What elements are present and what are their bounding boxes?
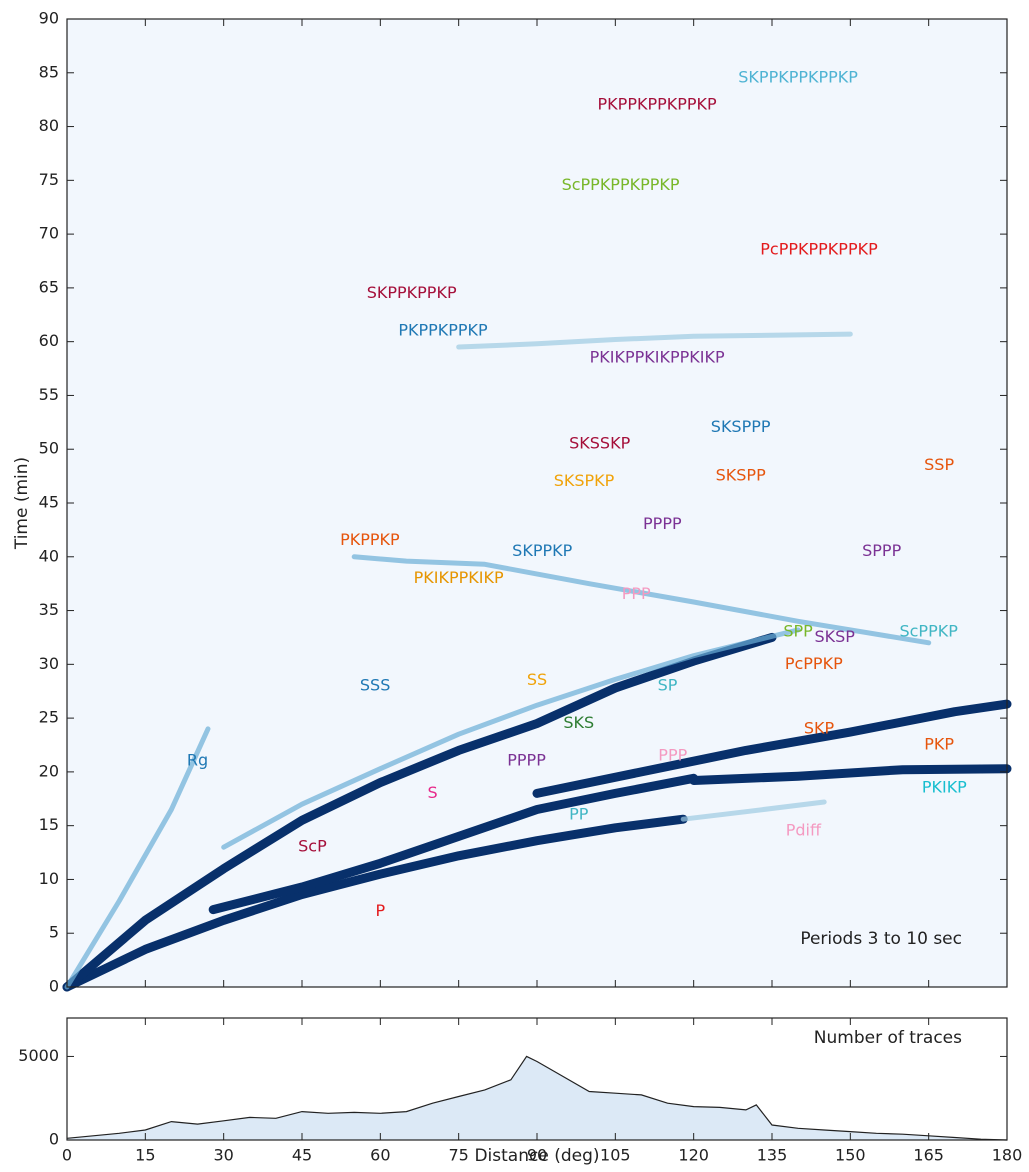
y-tick-label: 45 [39,493,59,512]
phase-curve [532,699,1012,798]
phase-label: ScPPKP [899,622,958,641]
phase-label: PPPP [643,514,682,533]
y-tick-label: 75 [39,170,59,189]
x-axis-label: Distance (deg) [474,1146,599,1166]
panel: SKPPKPPKPPKPPKPPKPPKPPKPScPPKPPKPPKPPcPP… [39,9,1012,996]
y-tick-label: 85 [39,62,59,81]
y-tick-label: 30 [39,654,59,673]
y-axis-label: Time (min) [12,457,32,550]
phase-label: Rg [187,751,208,770]
phase-label: PKIKP [922,778,967,797]
phase-label: PPP [622,584,651,603]
x-tick-label: 165 [913,1146,944,1165]
area-line [66,1055,1008,1141]
phase-curve [221,627,801,850]
x-tick-label: 75 [448,1146,468,1165]
y-tick-label: 55 [39,385,59,404]
x-tick-label: 180 [992,1146,1023,1165]
phase-label: SS [527,670,547,689]
phase-label: S [427,783,437,802]
x-tick-label: 30 [213,1146,233,1165]
x-tick-label: 105 [600,1146,631,1165]
y-tick-label: 5 [49,923,59,942]
phase-label: SKSP [814,627,855,646]
y-tick-label: 40 [39,546,59,565]
panel-note: Number of traces [814,1028,962,1048]
phase-curve [64,726,211,990]
phase-label: SKSPP [716,466,766,485]
y-tick-label: 0 [49,977,59,996]
phase-curve [208,773,699,915]
y-tick-label: 35 [39,600,59,619]
y-tick-label: 70 [39,224,59,243]
phase-label: PcPPKP [785,654,843,673]
phase-curve [62,632,777,992]
x-tick-label: 135 [757,1146,788,1165]
y-tick-label: 25 [39,708,59,727]
y-tick-label: 20 [39,761,59,780]
y-tick-label: 15 [39,815,59,834]
phase-label: SSP [924,455,954,474]
phase-label: SPP [783,622,813,641]
y-tick-label: 60 [39,331,59,350]
y-tick-label: 65 [39,277,59,296]
panel: 0 5000 0 15 30 45 60 75 90 105 120 135 150 165 180 Numb… [18,1017,1023,1165]
x-tick-label: 150 [835,1146,866,1165]
plot-background [67,19,1007,987]
phase-label: SKS [563,713,594,732]
phase-label: PKIKPPKIKP [414,568,504,587]
phase-label: SKPPKPPKP [367,283,457,302]
panel-note: Periods 3 to 10 sec [800,929,962,949]
phase-label: PKPPKPPKPPKP [598,95,718,114]
phase-label: SKSPPP [711,417,771,436]
phase-label: ScP [298,837,327,856]
phase-label: SKSPKP [554,471,615,490]
y-tick-label: 90 [39,9,59,28]
x-tick-label: 60 [370,1146,390,1165]
phase-curve [456,331,853,350]
phase-curve [62,814,688,992]
x-tick-label: 90 [527,1146,547,1165]
phase-curve [689,764,1012,785]
phase-label: ScPPKPPKPPKP [562,175,680,194]
phase-curve [351,554,932,646]
phase-label: SP [658,675,678,694]
phase-curve [680,799,827,822]
y-tick-label: 50 [39,439,59,458]
phase-label: PPPP [507,751,546,770]
phase-label: PPP [658,745,687,764]
y-tick-label: 80 [39,116,59,135]
phase-label: SKPPKPPKPPKP [738,68,858,87]
phase-label: SKSSKP [569,433,630,452]
y-tick-label: 5000 [18,1046,59,1065]
y-tick-label: 0 [49,1130,59,1149]
phase-label: Pdiff [786,821,822,840]
phase-label: PP [569,804,589,823]
plot-frame [66,18,1008,988]
phase-label: P [376,901,386,920]
y-tick-label: 10 [39,869,59,888]
x-tick-label: 15 [135,1146,155,1165]
phase-label: PKPPKP [340,530,400,549]
x-tick-label: 120 [678,1146,709,1165]
phase-label: PKPPKPPKP [398,320,488,339]
phase-label: PKIKPPKIKPPKIKP [590,347,725,366]
phase-label: SKPPKP [512,541,572,560]
phase-label: SKP [804,718,835,737]
x-tick-label: 45 [292,1146,312,1165]
x-tick-label: 0 [62,1146,72,1165]
phase-label: SPPP [862,541,901,560]
phase-label: PKP [924,735,954,754]
phase-label: SSS [360,675,390,694]
area-fill [67,1056,1007,1140]
plot-frame [66,1017,1008,1141]
phase-label: PcPPKPPKPPKP [760,240,878,259]
